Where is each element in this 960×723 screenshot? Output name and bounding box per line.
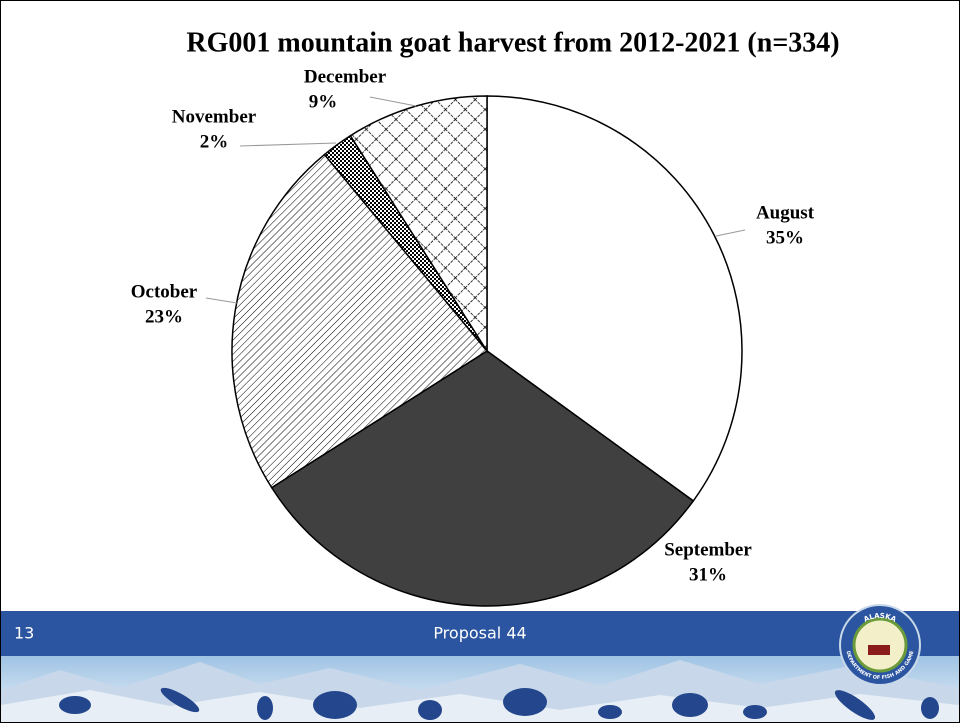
labels: August 35% September 31% October 23% November 2… <box>131 66 815 585</box>
leader-line <box>369 96 417 107</box>
slice-label: August <box>756 202 815 223</box>
pie-slice <box>231 153 489 489</box>
logo-top: ALASKA <box>863 612 898 624</box>
slice-label: September <box>664 539 752 560</box>
slice-value-label: 31% <box>689 564 727 585</box>
slice-value-label: 23% <box>145 306 183 327</box>
chart-title: RG001 mountain goat harvest from 2012-20… <box>186 27 839 58</box>
slice-value-label: 2% <box>200 131 229 152</box>
logo: ALASKA DEPARTMENT OF FISH AND GAME <box>839 604 921 686</box>
leader-line <box>715 229 746 237</box>
leader-line <box>239 142 337 147</box>
logo-top-path: ALASKA <box>863 612 898 624</box>
pie <box>231 95 743 607</box>
slice-label: November <box>172 106 257 127</box>
slice-value-label: 35% <box>766 227 804 248</box>
footer-bar <box>1 611 959 656</box>
pie-slice <box>270 350 695 607</box>
slice-value-label: 9% <box>309 91 338 112</box>
pie-slice <box>486 95 743 502</box>
footer-text: Proposal 44 <box>433 624 526 643</box>
slide-number: 13 <box>14 624 34 643</box>
leader-line <box>205 297 238 304</box>
slice-label: December <box>304 66 387 87</box>
scenic-strip <box>1 656 959 722</box>
slice-label: October <box>131 281 198 302</box>
